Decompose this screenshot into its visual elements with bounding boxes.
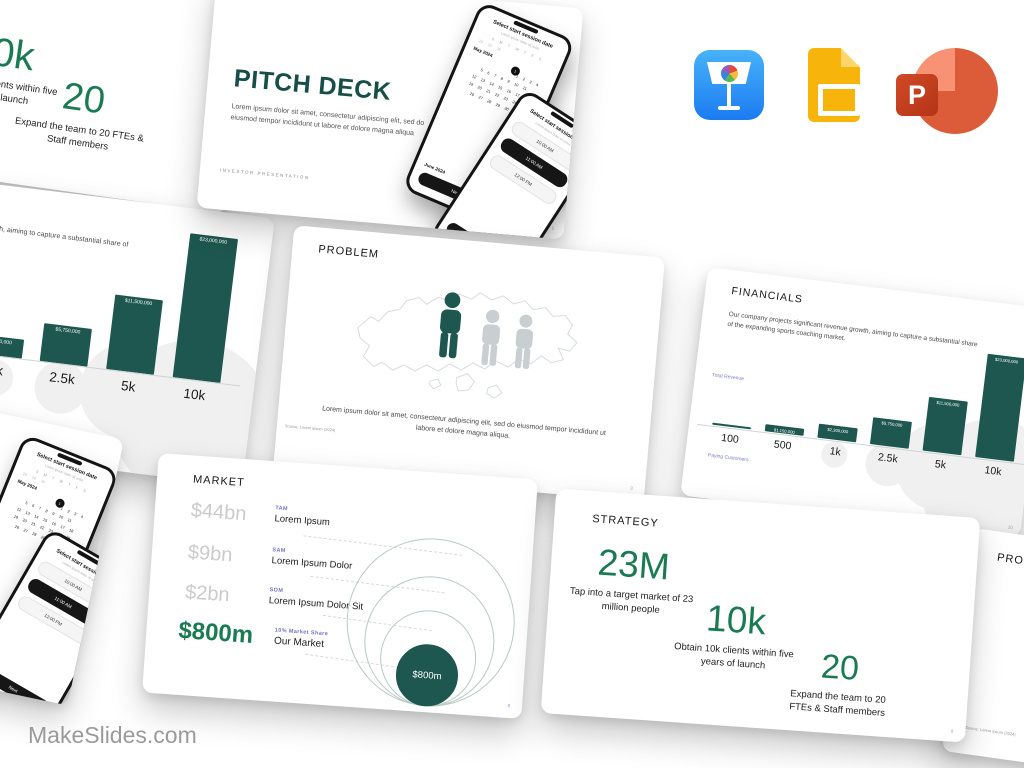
slide-pitch-deck[interactable]: PITCH DECK Lorem ipsum dolor sit amet, c… (196, 0, 584, 240)
tick-label: 100 (720, 431, 740, 446)
market-value: $800m (177, 616, 255, 650)
bar-value-label: $23,000,000 (994, 356, 1019, 365)
pitch-deck-footer: INVESTOR PRESENTATION (219, 167, 310, 181)
slide-market[interactable]: MARKET $44bn TAM Lorem Ipsum $9bn SAM Lo… (142, 453, 538, 719)
market-row-our: $800m (177, 616, 255, 650)
market-row-sam: $9bn (187, 541, 233, 567)
keynote-pie-icon (720, 64, 738, 82)
page-number: 1 (551, 225, 555, 231)
bar: $23,000,000 (172, 233, 238, 383)
bar-value-label: $5,750,000 (55, 326, 81, 336)
pitch-deck-title: PITCH DECK (232, 64, 393, 106)
page-number: 10 (1007, 524, 1014, 531)
keynote-base-icon (718, 106, 740, 110)
slide-title: PROBLEM (317, 243, 380, 261)
google-slides-frame-icon (818, 84, 860, 116)
market-label: Lorem Ipsum (274, 513, 331, 529)
market-row-tam: $44bn (190, 499, 247, 526)
bar: $5,750,000 (870, 417, 912, 449)
slide-title: MARKET (192, 473, 246, 490)
slide-financials[interactable]: FINANCIALS Our company projects signific… (680, 267, 1024, 537)
powerpoint-icon[interactable]: P (896, 46, 998, 140)
stat-team: 20 Expand the team to 20 FTEs & Staff me… (779, 647, 898, 721)
powerpoint-letter-tile: P (896, 74, 938, 116)
market-value: $44bn (190, 499, 248, 526)
person-icon (514, 314, 534, 370)
bar-value-label: $5,750,000 (881, 420, 903, 428)
market-value: $2bn (184, 581, 231, 607)
market-label: Our Market (273, 635, 325, 651)
slide-title: STRATEGY (591, 513, 660, 530)
bar: $2,300,000 (0, 334, 24, 359)
bar-value-label: $2,300,000 (0, 337, 13, 347)
stat-team: 20 Expand the team to 20 FTEs & Staff me… (2, 70, 160, 161)
stat-value: 23M (596, 541, 672, 588)
market-row-our-label: 10% Market Share Our Market (274, 628, 329, 651)
market-row-som: $2bn (184, 581, 230, 607)
bar: $11,500,000 (922, 396, 968, 456)
hong-kong-map-outline-icon (357, 292, 578, 399)
keynote-board-icon (707, 62, 751, 84)
keynote-stem-icon (727, 84, 731, 106)
bar-value-label: $2,300,000 (827, 427, 849, 435)
stat-caption: Expand the team to 20 FTEs & Staff membe… (788, 687, 887, 719)
slide-strategy[interactable]: STRATEGY 23M Tap into a target market of… (540, 488, 981, 743)
google-slides-fold-icon (841, 48, 860, 67)
bar-value-label: $11,500,000 (124, 297, 153, 307)
next-button: Next (444, 220, 515, 240)
page-number: 9 (950, 728, 954, 734)
keynote-icon[interactable] (694, 50, 764, 120)
stat-value: 20 (819, 647, 861, 688)
page-number: 8 (507, 702, 511, 709)
next-button: Next (0, 664, 50, 706)
slide-title: PROBLEM (996, 551, 1024, 572)
market-row-tam-label: TAM Lorem Ipsum (274, 505, 331, 528)
bar: $23,000,000 (975, 353, 1024, 462)
slide-title: FINANCIALS (730, 285, 804, 306)
person-icon (481, 309, 501, 366)
site-logo: MakeSlides.com (28, 722, 197, 748)
revenue-bar-chart: $1,150,000 $2,300,000 $5,750,000 $11,500… (0, 191, 247, 384)
source-note: Source: Lorem Ipsum (2024) (964, 724, 1017, 737)
google-slides-icon[interactable] (808, 48, 860, 122)
stat-value: 10k (704, 597, 768, 643)
person-icon (439, 292, 462, 359)
bar-value-label: $11,500,000 (936, 399, 960, 408)
market-row-sam-label: SAM Lorem Ipsum Dolor (271, 547, 353, 572)
slide-problem[interactable]: PROBLEM Lorem ipsum dolor sit amet, cons… (273, 225, 665, 502)
tick-label: 500 (773, 438, 793, 453)
stat-caption: Obtain 10k clients within five years of … (673, 640, 795, 672)
bar: $5,750,000 (40, 323, 93, 367)
x-axis-label: Paying Customers (707, 452, 749, 464)
pitch-deck-body: Lorem ipsum dolor sit amet, consectetur … (230, 103, 425, 137)
stat-clients: 10k Obtain 10k clients within five years… (670, 597, 800, 675)
bar-value-label: $23,000,000 (199, 236, 228, 246)
market-value: $9bn (187, 541, 234, 567)
bar: $11,500,000 (106, 294, 164, 375)
page-number: 3 (630, 485, 633, 491)
